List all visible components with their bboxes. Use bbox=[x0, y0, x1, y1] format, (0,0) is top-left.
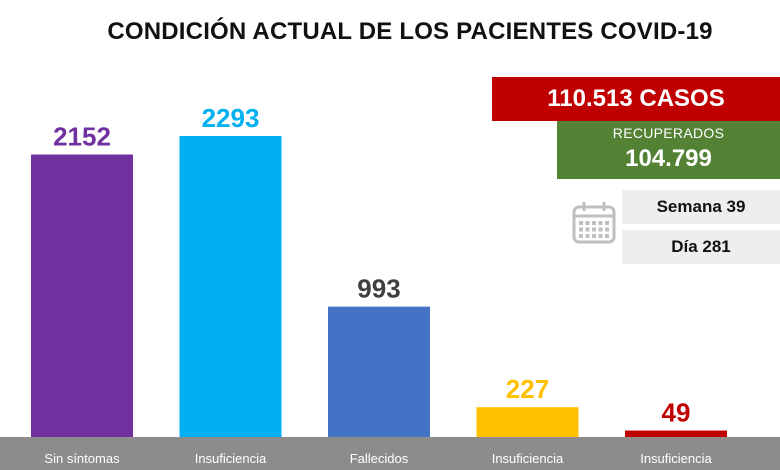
category-axis-band bbox=[0, 437, 780, 470]
category-label-5: Insuficiencia bbox=[640, 451, 712, 466]
recovered-value: 104.799 bbox=[625, 145, 712, 172]
bar-4 bbox=[476, 407, 579, 437]
data-label-4: 227 bbox=[506, 374, 549, 404]
category-label-4: Insuficiencia bbox=[492, 451, 564, 466]
week-label: Semana 39 bbox=[656, 197, 746, 216]
bar-3 bbox=[328, 306, 430, 437]
bar-1 bbox=[31, 154, 133, 437]
recovered-box: RECUPERADOS 104.799 bbox=[557, 121, 780, 179]
data-label-1: 2152 bbox=[53, 122, 111, 152]
chart-title: CONDICIÓN ACTUAL DE LOS PACIENTES COVID-… bbox=[107, 18, 713, 45]
category-label-2: Insuficiencia bbox=[195, 451, 267, 466]
data-label-3: 993 bbox=[357, 274, 400, 304]
category-label-1: Sin síntomas bbox=[44, 451, 120, 466]
data-label-2: 2293 bbox=[202, 103, 260, 133]
week-box: Semana 39 bbox=[622, 190, 780, 224]
day-label: Día 281 bbox=[671, 237, 731, 256]
bar-2 bbox=[179, 136, 282, 437]
day-box: Día 281 bbox=[622, 230, 780, 264]
data-label-5: 49 bbox=[662, 398, 691, 428]
calendar-icon bbox=[572, 202, 616, 244]
total-cases-label: 110.513 CASOS bbox=[547, 85, 725, 112]
category-label-3: Fallecidos bbox=[350, 451, 409, 466]
total-cases-box: 110.513 CASOS bbox=[492, 77, 780, 121]
recovered-label: RECUPERADOS bbox=[612, 125, 725, 141]
bar-5 bbox=[625, 430, 727, 437]
